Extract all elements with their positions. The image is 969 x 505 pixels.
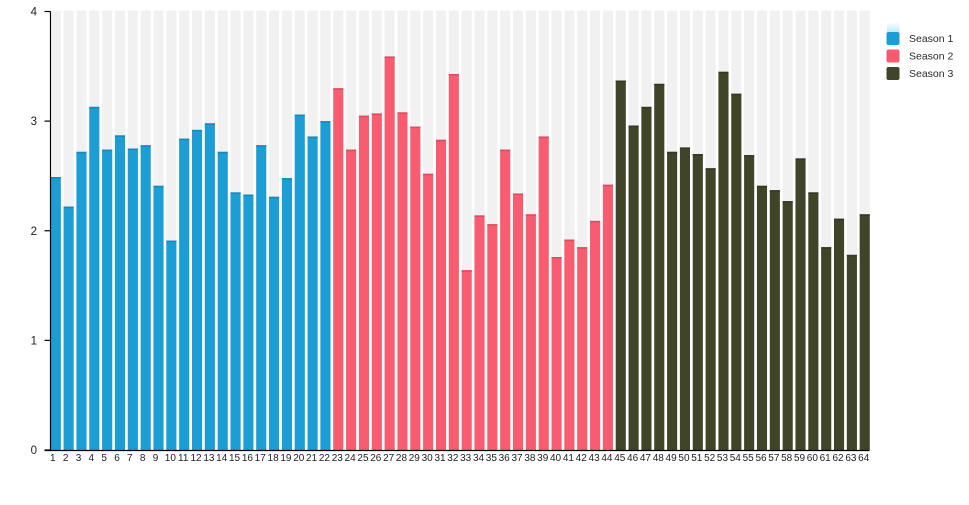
svg-text:11: 11: [178, 453, 189, 464]
svg-text:39: 39: [537, 453, 549, 464]
svg-text:49: 49: [666, 453, 678, 464]
svg-text:4: 4: [31, 7, 38, 19]
svg-text:51: 51: [691, 453, 703, 464]
svg-text:54: 54: [730, 453, 742, 464]
svg-text:64: 64: [858, 453, 870, 464]
svg-text:56: 56: [755, 453, 767, 464]
svg-text:0: 0: [31, 445, 37, 457]
svg-text:16: 16: [242, 453, 254, 464]
svg-text:10: 10: [165, 453, 177, 464]
svg-text:18: 18: [268, 453, 280, 464]
svg-text:5: 5: [101, 453, 107, 464]
svg-text:1: 1: [31, 335, 37, 347]
svg-text:42: 42: [576, 453, 588, 464]
svg-text:6: 6: [114, 453, 120, 464]
svg-text:20: 20: [293, 453, 305, 464]
svg-text:Season 2: Season 2: [909, 51, 954, 63]
svg-text:29: 29: [409, 453, 421, 464]
svg-text:8: 8: [140, 453, 146, 464]
svg-text:2: 2: [31, 226, 37, 238]
svg-text:31: 31: [434, 453, 446, 464]
svg-text:2: 2: [63, 453, 69, 464]
svg-text:19: 19: [280, 453, 292, 464]
svg-text:22: 22: [319, 453, 331, 464]
svg-text:32: 32: [447, 453, 459, 464]
svg-text:47: 47: [640, 453, 652, 464]
svg-text:60: 60: [807, 453, 819, 464]
svg-text:61: 61: [820, 453, 832, 464]
svg-text:45: 45: [614, 453, 626, 464]
svg-text:28: 28: [396, 453, 408, 464]
svg-text:9: 9: [153, 453, 159, 464]
svg-text:1: 1: [50, 453, 56, 464]
svg-text:7: 7: [127, 453, 133, 464]
svg-text:27: 27: [383, 453, 395, 464]
svg-text:48: 48: [653, 453, 665, 464]
svg-text:52: 52: [704, 453, 716, 464]
svg-text:46: 46: [627, 453, 639, 464]
svg-text:25: 25: [357, 453, 369, 464]
svg-text:26: 26: [370, 453, 382, 464]
svg-text:37: 37: [511, 453, 523, 464]
svg-text:4: 4: [89, 453, 95, 464]
svg-text:58: 58: [781, 453, 793, 464]
svg-text:59: 59: [794, 453, 806, 464]
svg-text:3: 3: [31, 116, 37, 128]
svg-text:24: 24: [345, 453, 357, 464]
svg-text:23: 23: [332, 453, 344, 464]
svg-text:14: 14: [216, 453, 228, 464]
svg-text:13: 13: [203, 453, 215, 464]
svg-text:57: 57: [768, 453, 780, 464]
svg-text:12: 12: [190, 453, 202, 464]
svg-text:53: 53: [717, 453, 729, 464]
svg-text:Season 3: Season 3: [909, 68, 954, 80]
svg-text:15: 15: [229, 453, 241, 464]
svg-text:36: 36: [499, 453, 511, 464]
svg-text:40: 40: [550, 453, 562, 464]
svg-text:35: 35: [486, 453, 498, 464]
svg-text:33: 33: [460, 453, 472, 464]
svg-text:41: 41: [563, 453, 575, 464]
svg-text:30: 30: [422, 453, 434, 464]
svg-text:62: 62: [832, 453, 844, 464]
svg-text:21: 21: [306, 453, 318, 464]
svg-text:55: 55: [743, 453, 755, 464]
svg-text:63: 63: [845, 453, 857, 464]
svg-text:50: 50: [678, 453, 690, 464]
svg-text:43: 43: [589, 453, 601, 464]
svg-text:38: 38: [524, 453, 536, 464]
svg-text:44: 44: [601, 453, 613, 464]
svg-text:3: 3: [76, 453, 82, 464]
svg-text:Season 1: Season 1: [909, 33, 954, 45]
svg-text:17: 17: [255, 453, 267, 464]
svg-text:34: 34: [473, 453, 485, 464]
